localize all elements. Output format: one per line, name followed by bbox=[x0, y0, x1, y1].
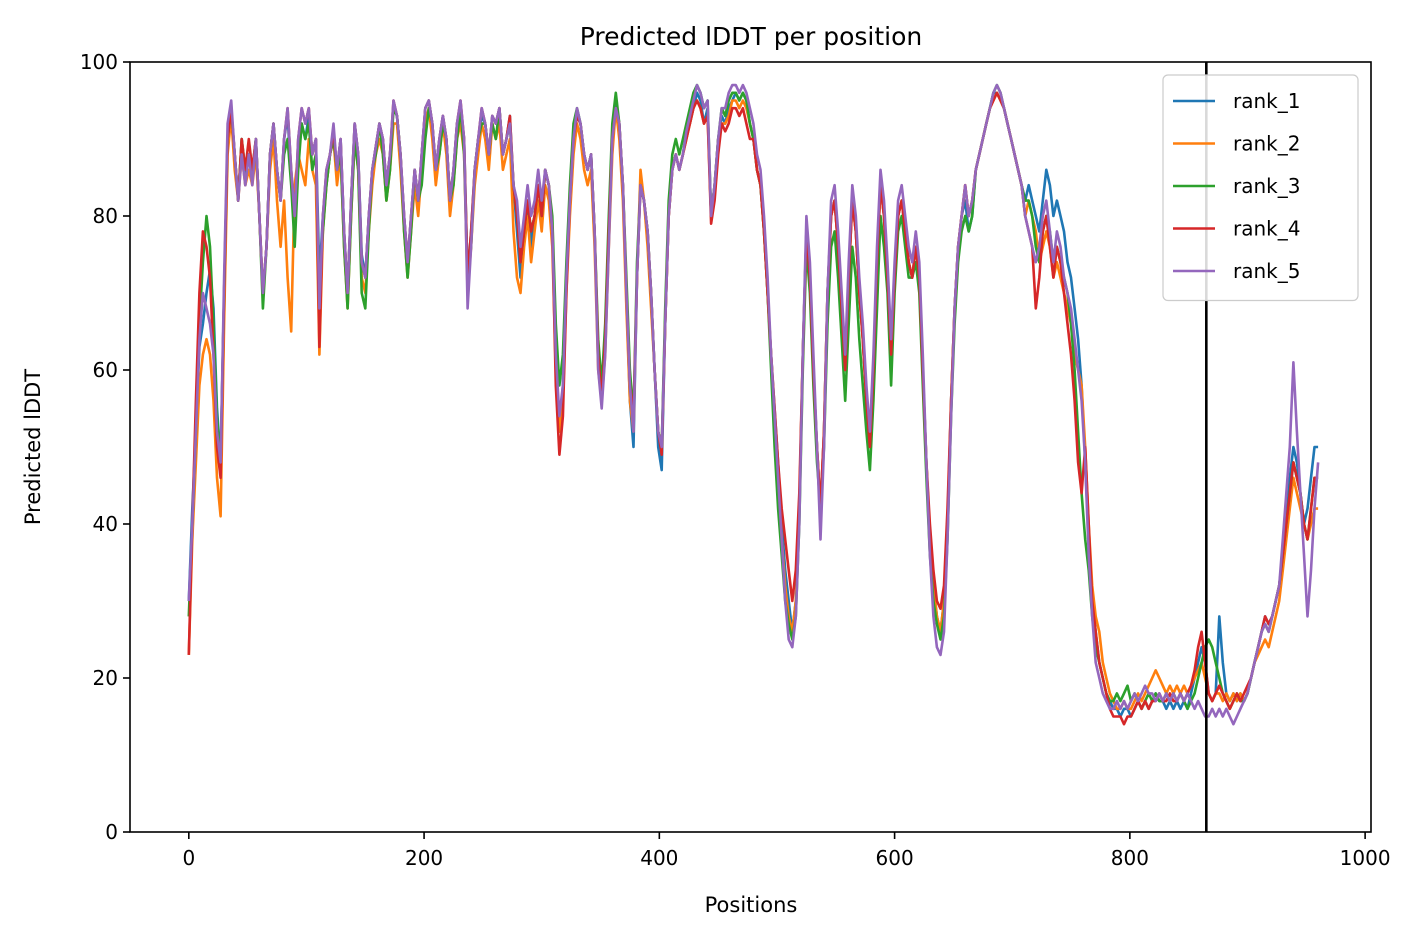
y-tick-label: 80 bbox=[93, 204, 118, 228]
x-tick-label: 0 bbox=[182, 846, 195, 870]
plot-frame bbox=[129, 61, 1372, 833]
y-tick-label: 0 bbox=[105, 820, 118, 844]
x-tick-label: 200 bbox=[405, 846, 443, 870]
plot-lines bbox=[187, 62, 1320, 832]
legend-label: rank_3 bbox=[1233, 174, 1300, 198]
y-axis: 0 20 40 60 80 100 bbox=[80, 50, 130, 844]
x-tick-label: 400 bbox=[640, 846, 678, 870]
chart-title: Predicted lDDT per position bbox=[580, 22, 922, 51]
legend-label: rank_5 bbox=[1233, 259, 1300, 283]
legend: rank_1 rank_2 rank_3 rank_4 rank_5 bbox=[1162, 74, 1359, 302]
x-axis-title: Positions bbox=[705, 893, 798, 917]
y-axis-title: Predicted lDDT bbox=[21, 369, 45, 525]
legend-label: rank_4 bbox=[1233, 217, 1300, 241]
series-line-rank-5 bbox=[187, 83, 1320, 726]
x-tick-label: 800 bbox=[1111, 846, 1149, 870]
y-tick-label: 20 bbox=[93, 666, 118, 690]
x-tick-label: 1000 bbox=[1340, 846, 1391, 870]
y-tick-label: 40 bbox=[93, 512, 118, 536]
y-tick-label: 100 bbox=[80, 50, 118, 74]
x-axis: 0 200 400 600 800 1000 bbox=[182, 832, 1391, 870]
x-tick-label: 600 bbox=[876, 846, 914, 870]
legend-label: rank_2 bbox=[1233, 132, 1300, 156]
legend-label: rank_1 bbox=[1233, 89, 1300, 113]
legend-box bbox=[1162, 74, 1359, 302]
y-tick-label: 60 bbox=[93, 358, 118, 382]
